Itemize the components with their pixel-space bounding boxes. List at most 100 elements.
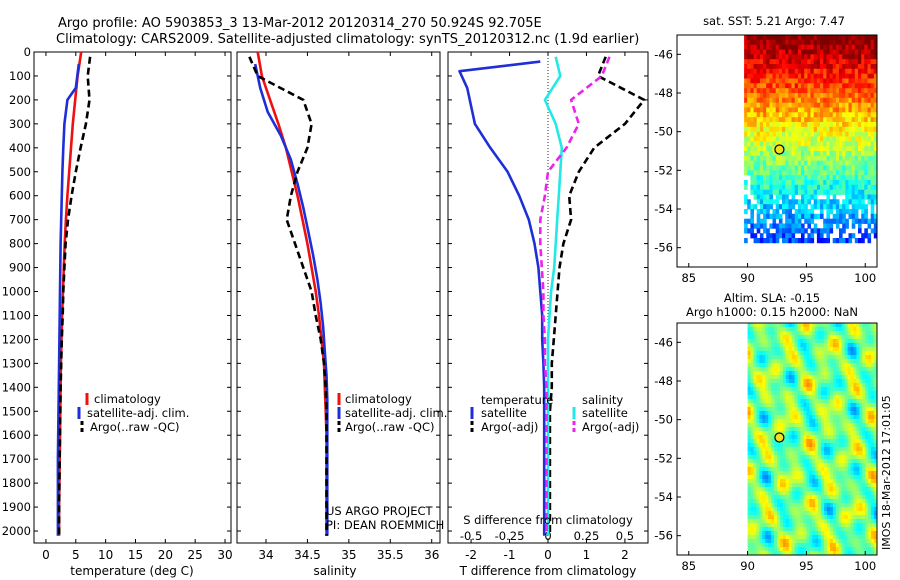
sla-cell <box>827 507 831 512</box>
sla-cell <box>850 527 854 532</box>
sst-cell <box>794 68 799 74</box>
legend-label-climatology: climatology <box>94 392 161 406</box>
sla-cell <box>765 459 769 464</box>
sst-cell <box>845 102 849 108</box>
sst-heatmap <box>744 35 878 244</box>
sst-cell <box>794 228 799 234</box>
sla-cell <box>782 403 787 408</box>
sst-cell <box>756 54 761 60</box>
sst-cell <box>753 83 758 89</box>
sst-cell <box>772 68 777 74</box>
sla-cell <box>824 535 828 540</box>
sla-cell <box>827 471 831 476</box>
sla-cell <box>771 459 775 464</box>
sla-cell <box>788 511 793 516</box>
sla-cell <box>759 495 763 500</box>
sla-cell <box>765 363 769 368</box>
sst-cell <box>835 170 840 176</box>
sla-cell <box>809 523 813 528</box>
sst-cell <box>851 165 856 171</box>
sst-cell <box>794 218 799 224</box>
sla-cell <box>788 499 793 504</box>
sla-cell <box>788 343 793 348</box>
sla-cell <box>803 347 807 352</box>
x-tick-label: 34.5 <box>294 548 321 562</box>
sst-cell <box>839 131 843 137</box>
sla-cell <box>847 547 851 552</box>
sla-cell <box>818 395 822 400</box>
sla-cell <box>756 539 760 544</box>
sst-cell <box>766 199 770 205</box>
sla-cell <box>835 383 840 388</box>
sst-cell <box>794 88 799 94</box>
sst-cell <box>807 107 811 113</box>
sst-cell <box>775 189 780 195</box>
sla-cell <box>806 443 810 448</box>
sst-cell <box>832 213 837 219</box>
sla-cell <box>788 491 793 496</box>
sla-cell <box>865 327 869 332</box>
sla-cell <box>782 491 787 496</box>
sst-cell <box>820 175 824 181</box>
sst-cell <box>870 59 875 65</box>
sla-cell <box>844 503 848 508</box>
sst-cell <box>794 175 799 181</box>
sst-cell <box>759 93 764 99</box>
sst-cell <box>775 64 780 70</box>
sst-cell <box>759 107 764 113</box>
sla-cell <box>850 351 854 356</box>
sla-cell <box>747 323 751 328</box>
sst-cell <box>813 93 818 99</box>
sst-cell <box>759 155 764 161</box>
sla-cell <box>797 339 801 344</box>
sla-cell <box>762 431 766 436</box>
sla-cell <box>777 411 781 416</box>
sst-cell <box>864 218 868 224</box>
sla-cell <box>777 539 781 544</box>
sst-cell <box>788 88 792 94</box>
sst-cell <box>839 151 843 157</box>
sst-cell <box>778 35 783 41</box>
sst-cell <box>851 131 856 137</box>
sst-cell <box>744 209 748 215</box>
sla-cell <box>862 395 866 400</box>
sla-cell <box>844 407 848 412</box>
sla-cell <box>829 363 834 368</box>
sst-cell <box>753 122 758 128</box>
sst-cell <box>829 122 834 128</box>
sst-cell <box>867 218 872 224</box>
sst-cell <box>813 213 818 219</box>
sst-cell <box>854 170 859 176</box>
sst-cell <box>820 112 824 118</box>
sst-cell <box>744 238 748 244</box>
sla-cell <box>865 355 869 360</box>
sst-cell <box>797 126 802 132</box>
sla-cell <box>847 499 851 504</box>
sla-cell <box>771 391 775 396</box>
sla-cell <box>777 407 781 412</box>
sst-cell <box>794 107 799 113</box>
sst-cell <box>788 54 792 60</box>
sst-cell <box>797 155 802 161</box>
sst-cell <box>839 102 843 108</box>
sla-cell <box>865 523 869 528</box>
sla-cell <box>788 523 793 528</box>
sst-cell <box>788 238 792 244</box>
sst-cell <box>753 73 758 79</box>
sla-cell <box>765 379 769 384</box>
sst-cell <box>807 117 811 123</box>
sst-cell <box>854 141 859 147</box>
sla-cell <box>844 451 848 456</box>
sla-cell <box>750 411 754 416</box>
sla-cell <box>771 339 775 344</box>
sla-cell <box>827 515 831 520</box>
sla-cell <box>779 399 784 404</box>
sst-cell <box>763 209 767 215</box>
sla-cell <box>753 415 757 420</box>
sla-cell <box>777 479 781 484</box>
sla-cell <box>827 519 831 524</box>
top-tick-label: 0.5 <box>616 529 634 543</box>
sla-cell <box>821 439 825 444</box>
sst-cell <box>744 180 748 186</box>
sla-cell <box>797 451 801 456</box>
